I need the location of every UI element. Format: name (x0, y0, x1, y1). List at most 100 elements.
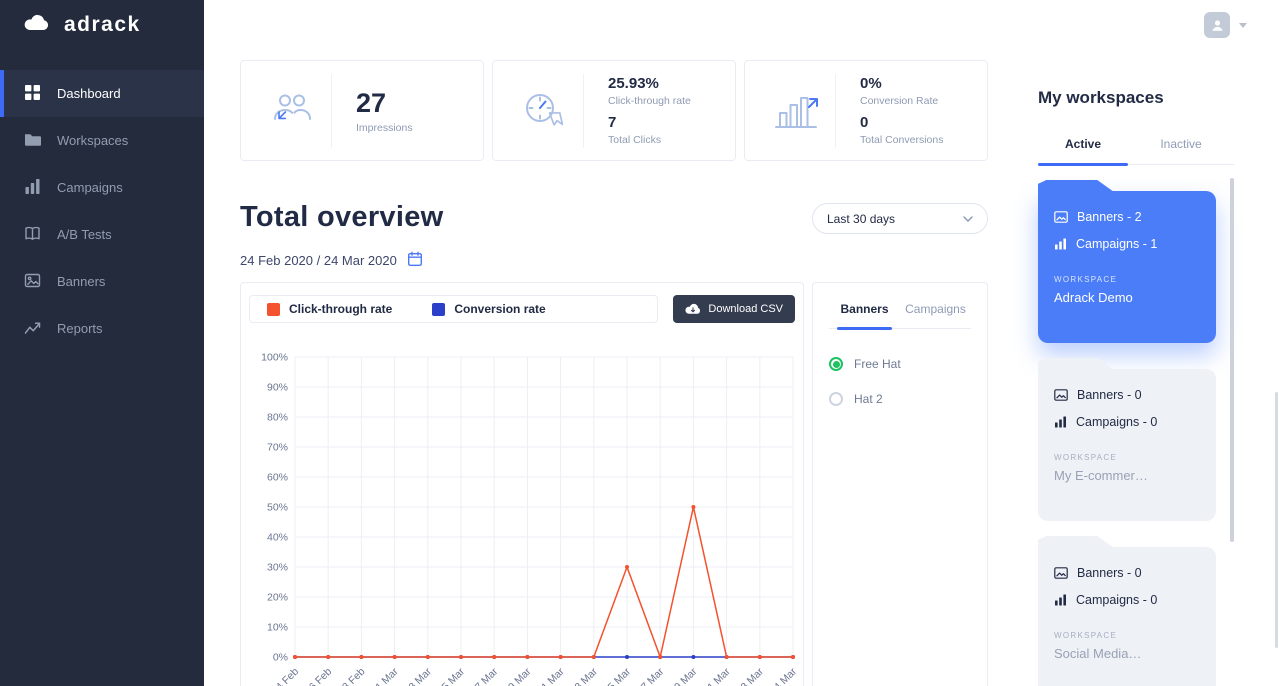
legend-item-ctr: Click-through rate (267, 302, 392, 316)
stat-card-click-through: 25.93% Click-through rate 7 Total Clicks (492, 60, 736, 161)
calendar-icon[interactable] (407, 251, 423, 270)
svg-text:21 Mar: 21 Mar (701, 665, 733, 686)
image-icon (1054, 211, 1068, 223)
chart-card: Click-through rate Conversion rate Downl… (240, 282, 804, 686)
workspace-name: Social Media… (1054, 646, 1142, 661)
stat-label: Conversion Rate (860, 95, 939, 107)
workspace-card-adrack-demo[interactable]: Banners - 2 Campaigns - 1 WORKSPACE Adra… (1038, 191, 1216, 343)
workspace-campaigns-count: Campaigns - 1 (1054, 237, 1200, 251)
sidebar-item-campaigns[interactable]: Campaigns (0, 164, 204, 211)
sidebar-item-reports[interactable]: Reports (0, 305, 204, 352)
page-title: Total overview (240, 201, 444, 233)
bar-chart-icon (1055, 594, 1066, 606)
chevron-down-icon (963, 215, 973, 222)
image-icon (1054, 567, 1068, 579)
svg-text:70%: 70% (267, 442, 288, 454)
image-icon (24, 272, 41, 292)
svg-text:90%: 90% (267, 382, 288, 394)
sidebar-item-ab-tests[interactable]: A/B Tests (0, 211, 204, 258)
tab-active-workspaces[interactable]: Active (1038, 127, 1128, 166)
folder-icon (24, 131, 41, 151)
period-dropdown-value: Last 30 days (827, 211, 896, 226)
stat-body: 27 Impressions (331, 73, 413, 148)
image-icon (1054, 389, 1068, 401)
svg-text:80%: 80% (267, 412, 288, 424)
stat-label: Total Conversions (860, 134, 944, 146)
tab-label: Active (1064, 137, 1102, 151)
tab-banners[interactable]: Banners (829, 283, 900, 330)
user-menu-button[interactable] (1204, 12, 1247, 38)
sidebar-item-label: Dashboard (57, 86, 121, 101)
sidebar-item-workspaces[interactable]: Workspaces (0, 117, 204, 164)
workspace-card-my-ecommerce[interactable]: Banners - 0 Campaigns - 0 WORKSPACE My E… (1038, 369, 1216, 521)
stat-value: 0% (860, 75, 882, 92)
workspaces-tabs: Active Inactive (1038, 127, 1234, 166)
sidebar: adrack Dashboard Workspaces Campaigns (0, 0, 204, 686)
option-label: Hat 2 (854, 392, 883, 406)
svg-text:15 Mar: 15 Mar (602, 665, 634, 686)
svg-text:3 Mar: 3 Mar (406, 665, 434, 686)
download-csv-button[interactable]: Download CSV (673, 295, 795, 323)
workspaces-panel: My workspaces Active Inactive Banners - … (1003, 50, 1279, 686)
legend-label: Click-through rate (289, 302, 393, 316)
svg-text:30%: 30% (267, 562, 288, 574)
brand-logo[interactable]: adrack (0, 0, 204, 50)
svg-text:20%: 20% (267, 592, 288, 604)
dashboard-icon (24, 84, 41, 104)
stat-card-conversions: 0% Conversion Rate 0 Total Conversions (744, 60, 988, 161)
svg-text:40%: 40% (267, 532, 288, 544)
tab-label: Inactive (1160, 137, 1202, 151)
avatar (1204, 12, 1230, 38)
svg-text:1 Mar: 1 Mar (373, 665, 401, 686)
radio-unselected-icon (829, 392, 843, 406)
sidebar-item-label: Reports (57, 321, 103, 336)
stat-value: 27 (356, 87, 387, 118)
legend-swatch-blue (432, 302, 446, 316)
workspace-banners-label: Banners - 2 (1077, 210, 1142, 224)
banner-option-free-hat[interactable]: Free Hat (829, 357, 971, 371)
svg-text:13 Mar: 13 Mar (568, 665, 600, 686)
radio-selected-icon (829, 357, 843, 371)
svg-text:11 Mar: 11 Mar (536, 665, 567, 686)
svg-text:50%: 50% (267, 502, 288, 514)
stat-value: 0 (860, 114, 869, 131)
workspace-card-social-media[interactable]: Banners - 0 Campaigns - 0 WORKSPACE Soci… (1038, 547, 1216, 686)
conversions-icon (759, 90, 835, 132)
tab-label: Banners (840, 302, 889, 316)
svg-text:7 Mar: 7 Mar (473, 665, 501, 686)
svg-text:5 Mar: 5 Mar (440, 665, 468, 686)
main-column: 27 Impressions (204, 0, 1279, 686)
sidebar-item-label: Campaigns (57, 180, 123, 195)
stat-label: Impressions (356, 121, 413, 134)
brand-name: adrack (64, 13, 141, 36)
workspace-banners-label: Banners - 0 (1077, 388, 1142, 402)
tab-inactive-workspaces[interactable]: Inactive (1128, 127, 1234, 164)
legend-item-conversion: Conversion rate (432, 302, 546, 316)
banner-option-hat-2[interactable]: Hat 2 (829, 392, 971, 406)
selector-tabs: Banners Campaigns (829, 283, 971, 330)
topbar (204, 0, 1279, 50)
svg-text:100%: 100% (261, 352, 288, 364)
svg-text:17 Mar: 17 Mar (635, 665, 667, 686)
page-scrollbar[interactable] (1275, 392, 1278, 648)
sidebar-item-banners[interactable]: Banners (0, 258, 204, 305)
tab-label: Campaigns (905, 302, 966, 316)
trend-line-icon (24, 319, 41, 339)
stat-card-impressions: 27 Impressions (240, 60, 484, 161)
svg-text:24 Feb: 24 Feb (270, 666, 302, 686)
chart-area: 0% 10% 20% 30% 40% 50% 60% 70% 80% 90% 100% 24 Feb 2… (249, 345, 799, 686)
stats-row: 27 Impressions (240, 60, 988, 161)
cloud-logo-icon (22, 12, 54, 38)
svg-text:28 Feb: 28 Feb (336, 666, 368, 686)
workspace-campaigns-label: Campaigns - 1 (1076, 237, 1158, 251)
tab-campaigns[interactable]: Campaigns (900, 283, 971, 328)
workspace-list-scrollbar[interactable] (1230, 178, 1234, 542)
workspace-kicker: WORKSPACE (1054, 275, 1118, 284)
workspace-list: Banners - 2 Campaigns - 1 WORKSPACE Adra… (1038, 165, 1279, 686)
sidebar-item-dashboard[interactable]: Dashboard (0, 70, 204, 117)
workspace-name: Adrack Demo (1054, 290, 1133, 305)
download-csv-label: Download CSV (708, 303, 783, 315)
workspace-kicker: WORKSPACE (1054, 631, 1118, 640)
period-dropdown[interactable]: Last 30 days (812, 203, 988, 234)
workspace-banners-count: Banners - 2 (1054, 210, 1200, 224)
